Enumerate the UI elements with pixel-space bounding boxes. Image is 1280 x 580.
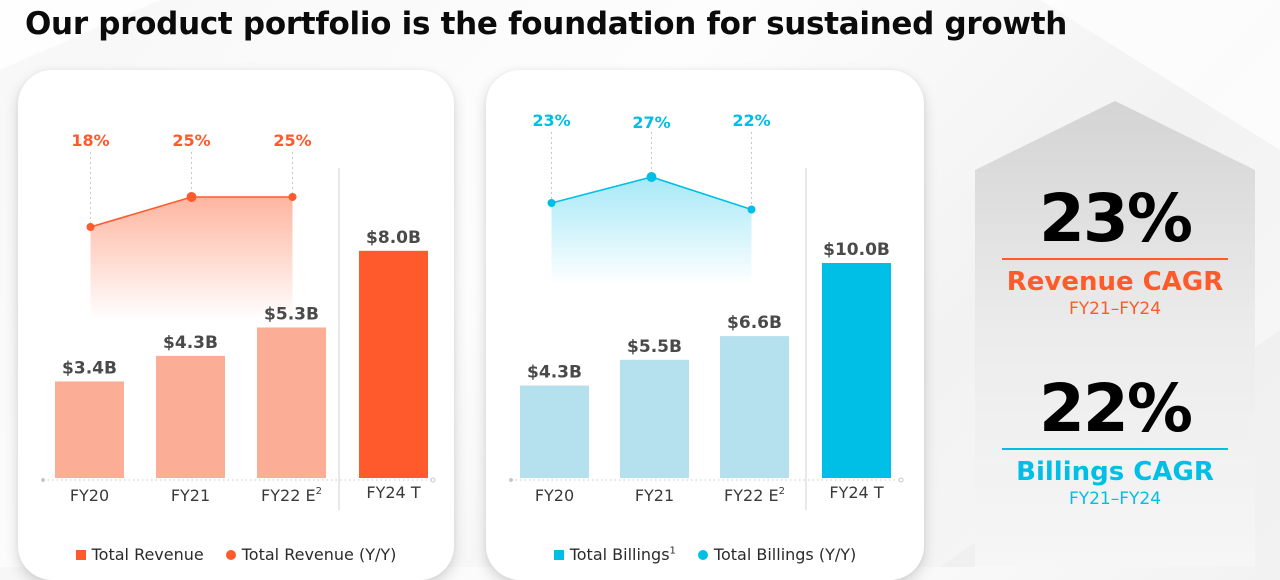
bar-value-label: $10.0B bbox=[823, 240, 890, 260]
legend-label: Total Revenue bbox=[91, 545, 204, 564]
yy-point bbox=[186, 192, 197, 202]
axis-end-dot bbox=[898, 477, 904, 483]
category-label: FY24 T bbox=[829, 483, 883, 502]
cagr-panel: 23% Revenue CAGR FY21–FY24 22% Billings … bbox=[972, 100, 1258, 567]
legend-item-total-billings-yy: Total Billings (Y/Y) bbox=[697, 545, 857, 564]
bar-value-label: $8.0B bbox=[366, 228, 421, 248]
billings-chart-card: 23% 27% 22% $4.3B $5.5B $6.6B $10.0B FY20 FY21 FY… bbox=[486, 70, 924, 580]
yy-label: 23% bbox=[532, 111, 570, 130]
bar-value-label: $6.6B bbox=[727, 313, 782, 333]
billings-cagr-value: 22% bbox=[1039, 370, 1193, 447]
bar bbox=[720, 336, 789, 478]
bar-value-label: $5.5B bbox=[627, 337, 682, 357]
billings-chart: 23% 27% 22% $4.3B $5.5B $6.6B $10.0B FY20 FY21 FY… bbox=[509, 111, 904, 510]
billings-cagr-stat: 22% Billings CAGR FY21–FY24 bbox=[972, 376, 1258, 509]
category-label: FY21 bbox=[635, 486, 674, 505]
circle-marker-icon bbox=[697, 549, 708, 560]
revenue-cagr-label: Revenue CAGR bbox=[1006, 267, 1224, 297]
bar bbox=[257, 327, 326, 478]
yy-point bbox=[86, 223, 95, 231]
axis-end-dot bbox=[430, 477, 436, 483]
category-label: FY22 E2 bbox=[724, 486, 785, 505]
yy-label: 25% bbox=[172, 131, 210, 150]
legend-item-total-revenue: Total Revenue bbox=[75, 545, 204, 564]
bar-value-label: $4.3B bbox=[527, 363, 582, 383]
yy-point bbox=[747, 205, 756, 214]
yy-point bbox=[646, 172, 657, 182]
yy-area bbox=[551, 177, 752, 285]
legend-label: Total Revenue (Y/Y) bbox=[241, 545, 397, 564]
bar bbox=[156, 355, 225, 478]
billings-cagr-label: Billings CAGR bbox=[1016, 457, 1214, 487]
bar bbox=[620, 359, 689, 478]
revenue-cagr-value: 23% bbox=[1039, 180, 1193, 257]
category-label: FY21 bbox=[171, 486, 210, 505]
legend-label-text: Total Billings bbox=[569, 545, 670, 564]
square-marker-icon bbox=[75, 549, 86, 560]
divider bbox=[1002, 448, 1228, 450]
circle-marker-icon bbox=[225, 549, 236, 560]
yy-point bbox=[288, 193, 297, 201]
revenue-chart: 18% 25% 25% $3.4B $4.3B $5.3B $8.0B FY20 FY21 FY2… bbox=[41, 131, 436, 510]
revenue-cagr-range: FY21–FY24 bbox=[1068, 298, 1162, 319]
divider bbox=[1002, 258, 1228, 260]
billings-cagr-range: FY21–FY24 bbox=[1068, 488, 1162, 509]
footnote-marker: 1 bbox=[669, 545, 676, 557]
yy-label: 18% bbox=[71, 131, 109, 150]
footnote-marker: 2 bbox=[779, 486, 785, 497]
legend-item-total-billings: Total Billings1 bbox=[553, 545, 676, 564]
category-label: FY24 T bbox=[366, 483, 420, 502]
bar bbox=[359, 250, 428, 478]
revenue-legend: Total Revenue Total Revenue (Y/Y) bbox=[18, 545, 454, 564]
revenue-cagr-stat: 23% Revenue CAGR FY21–FY24 bbox=[972, 186, 1258, 319]
legend-label: Total Billings (Y/Y) bbox=[713, 545, 857, 564]
category-label: FY22 E2 bbox=[261, 486, 322, 505]
bar-value-label: $4.3B bbox=[163, 333, 218, 353]
category-label: FY20 bbox=[535, 486, 574, 505]
bar bbox=[822, 263, 891, 478]
legend-item-total-revenue-yy: Total Revenue (Y/Y) bbox=[225, 545, 397, 564]
yy-area bbox=[90, 197, 293, 320]
axis-end-dot bbox=[41, 478, 45, 482]
footnote-marker: 2 bbox=[316, 486, 322, 497]
yy-label: 27% bbox=[632, 113, 670, 132]
yy-point bbox=[547, 199, 556, 207]
revenue-chart-card: 18% 25% 25% $3.4B $4.3B $5.3B $8.0B FY20 FY21 FY2… bbox=[18, 70, 454, 580]
bar bbox=[55, 381, 124, 478]
yy-label: 22% bbox=[732, 111, 770, 130]
legend-label: Total Billings1 bbox=[570, 545, 676, 564]
bar-value-label: $3.4B bbox=[62, 358, 117, 378]
bar-value-label: $5.3B bbox=[264, 304, 319, 324]
billings-legend: Total Billings1 Total Billings (Y/Y) bbox=[486, 545, 924, 564]
square-marker-icon bbox=[553, 549, 564, 560]
bar bbox=[520, 385, 589, 478]
axis-end-dot bbox=[509, 478, 513, 482]
category-label: FY20 bbox=[70, 486, 109, 505]
page-title: Our product portfolio is the foundation … bbox=[25, 6, 1068, 42]
yy-label: 25% bbox=[273, 131, 311, 150]
